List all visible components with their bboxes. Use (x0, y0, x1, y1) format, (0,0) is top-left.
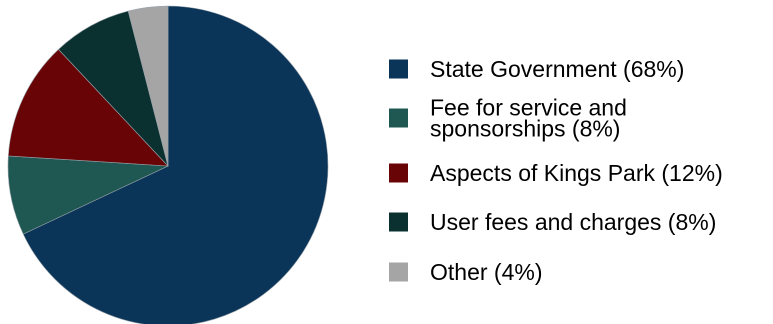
legend-item-5: Other (4%) (389, 259, 542, 285)
legend-label-line: Other (4%) (430, 259, 542, 285)
legend-label-line: User fees and charges (8%) (430, 209, 716, 235)
legend-item-4: User fees and charges (8%) (389, 209, 716, 235)
legend-label: Fee for service and sponsorships (8%) (430, 95, 627, 142)
pie-slice-3 (8, 48, 169, 167)
legend-label-line: State Government (68%) (430, 56, 684, 82)
legend-item-2: Fee for service and sponsorships (8%) (389, 95, 627, 142)
legend-swatch (389, 212, 408, 232)
legend-item-1: State Government (68%) (389, 56, 684, 82)
legend-label-line: Aspects of Kings Park (12%) (430, 160, 723, 186)
legend-label: Other (4%) (430, 259, 542, 285)
legend-item-3: Aspects of Kings Park (12%) (389, 160, 723, 186)
pie-slice-5 (127, 5, 169, 167)
pie-slices (7, 5, 329, 324)
legend-label: Aspects of Kings Park (12%) (430, 160, 723, 186)
legend-label: User fees and charges (8%) (430, 209, 716, 235)
legend-label-line: sponsorships (8%) (430, 116, 620, 142)
legend-swatch (389, 163, 408, 183)
legend-swatch (389, 108, 408, 128)
legend-swatch (389, 59, 408, 79)
legend-label-line: Fee for service and (430, 95, 627, 121)
pie-slice-1 (22, 5, 329, 324)
legend-swatch (389, 262, 408, 282)
legend-label: State Government (68%) (430, 56, 684, 82)
legend: State Government (68%) Fee for service an… (389, 56, 723, 285)
